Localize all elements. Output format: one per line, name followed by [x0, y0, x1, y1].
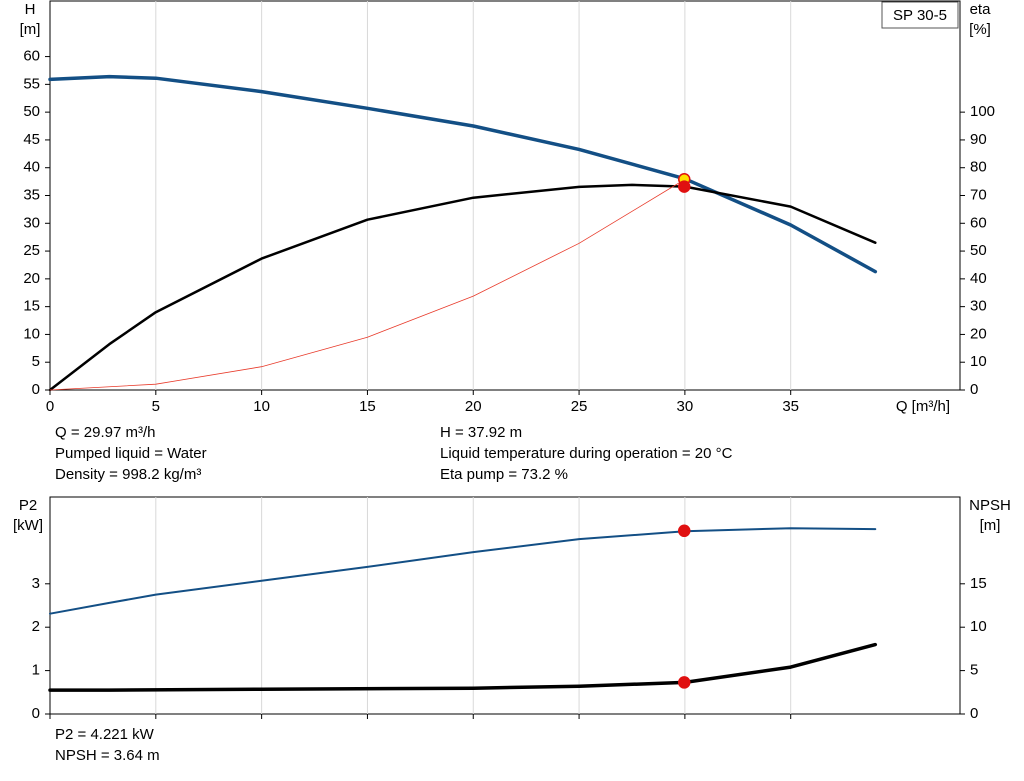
y-tick-label: 5	[32, 353, 40, 370]
curve	[49, 179, 686, 391]
x-tick-label: 10	[253, 398, 270, 415]
y2-tick-label: 40	[970, 270, 987, 287]
y-tick-label: 35	[23, 186, 40, 203]
x-tick-label: 30	[677, 398, 694, 415]
operating-point	[677, 524, 691, 538]
note: H = 37.92 m	[440, 424, 522, 441]
y-tick-label: 50	[23, 103, 40, 120]
y-axis-label: P2	[19, 497, 37, 514]
y-tick-label: 30	[23, 214, 40, 231]
plot-frame	[49, 496, 961, 715]
y2-tick-label: 10	[970, 618, 987, 635]
x-tick-label: 0	[46, 398, 54, 415]
y-tick-label: 0	[32, 705, 40, 722]
operating-point	[677, 180, 691, 193]
y-tick-label: 15	[23, 298, 40, 315]
y2-tick-label: 0	[970, 381, 978, 398]
note: Density = 998.2 kg/m³	[55, 466, 201, 483]
x-tick-label: 15	[359, 398, 376, 415]
y-tick-label: 60	[23, 48, 40, 65]
note: NPSH = 3.64 m	[55, 747, 160, 764]
y2-axis-label: [%]	[969, 21, 991, 38]
y-tick-label: 25	[23, 242, 40, 259]
chart-title: SP 30-5	[893, 7, 947, 24]
y2-axis-label: NPSH	[969, 497, 1011, 514]
note: Pumped liquid = Water	[55, 445, 207, 462]
y-tick-label: 1	[32, 662, 40, 679]
y2-tick-label: 80	[970, 159, 987, 176]
y-tick-label: 20	[23, 270, 40, 287]
y-tick-label: 45	[23, 131, 40, 148]
y-tick-label: 0	[32, 381, 40, 398]
operating-point	[677, 676, 691, 689]
y2-tick-label: 20	[970, 325, 987, 342]
y-tick-label: 40	[23, 159, 40, 176]
curve	[48, 183, 877, 392]
y2-tick-label: 30	[970, 298, 987, 315]
note: Liquid temperature during operation = 20…	[440, 445, 733, 462]
y2-tick-label: 0	[970, 705, 978, 722]
y-axis-label: H	[25, 1, 36, 18]
note: Q = 29.97 m³/h	[55, 424, 155, 441]
x-tick-label: 20	[465, 398, 482, 415]
y2-tick-label: 70	[970, 186, 987, 203]
y-tick-label: 3	[32, 575, 40, 592]
x-tick-label: 35	[782, 398, 799, 415]
y2-tick-label: 5	[970, 662, 978, 679]
y2-tick-label: 90	[970, 131, 987, 148]
x-axis-label: Q [m³/h]	[896, 398, 950, 415]
y-tick-label: 2	[32, 618, 40, 635]
y-axis-label: [m]	[20, 21, 41, 38]
y-axis-label: [kW]	[13, 517, 43, 534]
y2-tick-label: 15	[970, 575, 987, 592]
y2-axis-label: [m]	[980, 517, 1001, 534]
y2-tick-label: 60	[970, 214, 987, 231]
y2-axis-label: eta	[970, 1, 992, 18]
curve	[48, 74, 878, 274]
note: P2 = 4.221 kW	[55, 726, 155, 743]
y2-tick-label: 10	[970, 353, 987, 370]
x-tick-label: 25	[571, 398, 588, 415]
title-box	[881, 1, 959, 29]
curve	[48, 642, 878, 692]
curve	[49, 527, 877, 615]
note: Eta pump = 73.2 %	[440, 466, 568, 483]
y2-tick-label: 100	[970, 103, 995, 120]
x-tick-label: 5	[152, 398, 160, 415]
y-tick-label: 10	[23, 325, 40, 342]
y-tick-label: 55	[23, 75, 40, 92]
y2-tick-label: 50	[970, 242, 987, 259]
